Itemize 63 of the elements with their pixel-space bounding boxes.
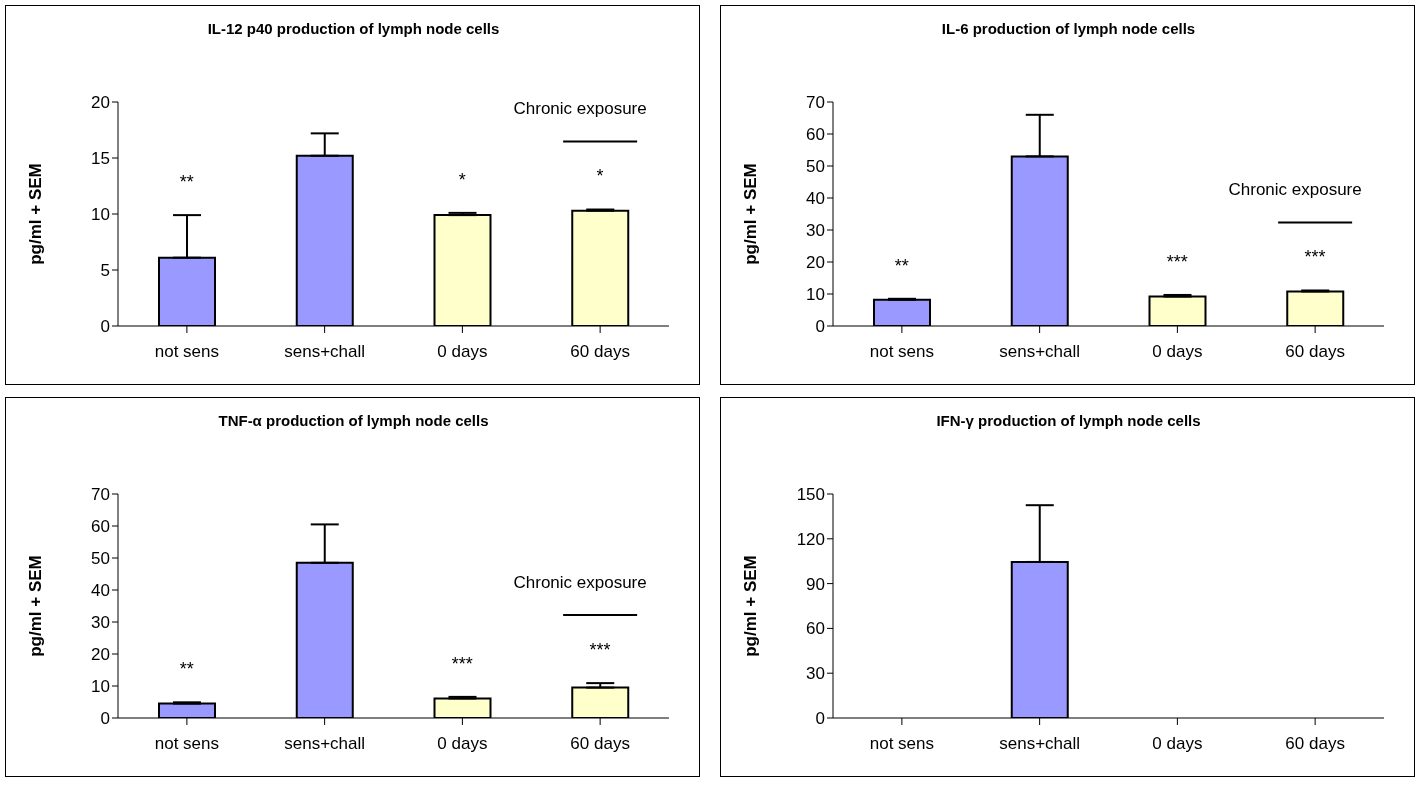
y-tick-label: 40 xyxy=(806,189,825,209)
annotation: Chronic exposure xyxy=(1228,179,1362,199)
annotation: *** xyxy=(589,639,611,660)
x-tick-label: sens+chall xyxy=(999,734,1081,754)
annotation: ** xyxy=(179,659,194,680)
chart-title: IFN-γ production of lymph node cells xyxy=(935,412,1202,429)
x-tick-label: sens+chall xyxy=(284,342,366,362)
x-tick-label: 60 days xyxy=(570,342,630,362)
y-axis-title: pg/ml + SEM xyxy=(26,163,46,265)
y-tick-label: 60 xyxy=(806,619,825,639)
y-tick-label: 150 xyxy=(796,485,825,505)
y-tick-label: 90 xyxy=(806,574,825,594)
y-tick-label: 20 xyxy=(806,253,825,273)
y-tick-label: 70 xyxy=(91,485,110,505)
x-tick-label: not sens xyxy=(869,734,935,754)
x-tick-label: 0 days xyxy=(1152,342,1203,362)
x-tick-label: not sens xyxy=(154,734,220,754)
x-tick-label: sens+chall xyxy=(999,342,1081,362)
y-tick-label: 60 xyxy=(806,125,825,145)
y-tick-label: 0 xyxy=(815,317,825,337)
y-axis-title: pg/ml + SEM xyxy=(741,555,761,657)
x-tick-label: 0 days xyxy=(437,342,488,362)
y-tick-label: 20 xyxy=(91,93,110,113)
y-axis-title: pg/ml + SEM xyxy=(26,555,46,657)
chart-title: TNF-α production of lymph node cells xyxy=(217,412,490,429)
annotation: *** xyxy=(451,653,473,674)
chart-title: IL-6 production of lymph node cells xyxy=(940,20,1197,37)
annotation: ** xyxy=(179,171,194,192)
y-tick-label: 40 xyxy=(91,581,110,601)
y-tick-label: 70 xyxy=(806,93,825,113)
annotation: Chronic exposure xyxy=(513,99,647,118)
x-tick-label: 60 days xyxy=(570,734,630,754)
y-tick-label: 50 xyxy=(806,157,825,177)
x-tick-label: 60 days xyxy=(1285,734,1345,754)
y-axis-title: pg/ml + SEM xyxy=(741,163,761,265)
y-tick-label: 10 xyxy=(91,677,110,697)
y-tick-label: 0 xyxy=(100,709,110,729)
y-tick-label: 15 xyxy=(91,149,110,169)
annotation: Chronic exposure xyxy=(513,572,647,592)
y-tick-label: 30 xyxy=(806,664,825,684)
chart-title: IL-12 p40 production of lymph node cells xyxy=(206,20,501,37)
y-tick-label: 60 xyxy=(91,517,110,537)
y-tick-label: 5 xyxy=(100,261,110,281)
x-tick-label: not sens xyxy=(869,342,935,362)
y-tick-label: 120 xyxy=(796,529,825,549)
y-tick-label: 10 xyxy=(91,205,110,225)
annotation: * xyxy=(596,166,604,187)
y-tick-label: 50 xyxy=(91,549,110,569)
y-tick-label: 30 xyxy=(91,613,110,633)
x-tick-label: 60 days xyxy=(1285,342,1345,362)
x-tick-label: 0 days xyxy=(1152,734,1203,754)
y-tick-label: 10 xyxy=(806,285,825,305)
x-tick-label: sens+chall xyxy=(284,734,366,754)
annotation: ** xyxy=(894,255,909,276)
x-tick-label: 0 days xyxy=(437,734,488,754)
y-tick-label: 20 xyxy=(91,645,110,665)
y-tick-label: 0 xyxy=(815,709,825,729)
annotation: *** xyxy=(1166,251,1188,272)
x-tick-label: not sens xyxy=(154,342,220,362)
y-tick-label: 30 xyxy=(806,221,825,241)
annotation: *** xyxy=(1304,247,1326,268)
annotation: * xyxy=(458,169,466,190)
y-tick-label: 0 xyxy=(100,317,110,337)
